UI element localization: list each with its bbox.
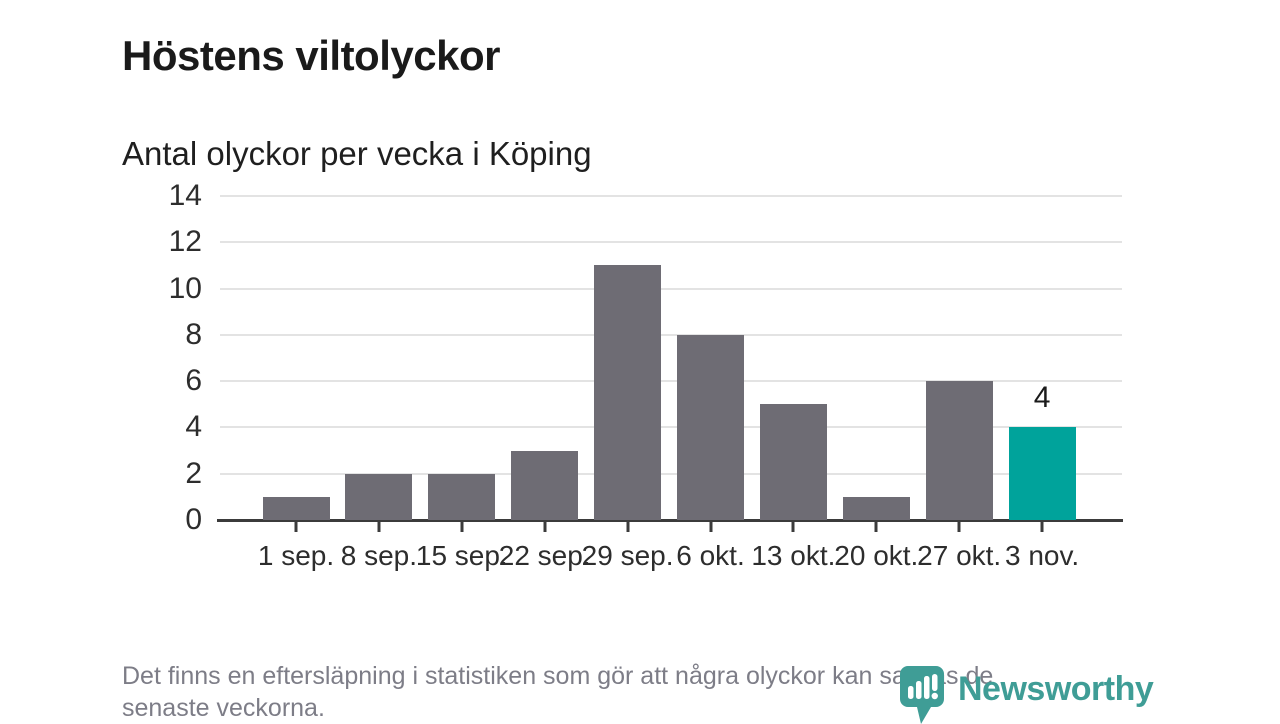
y-axis-tick-label: 14	[168, 179, 202, 212]
gridline	[220, 426, 1122, 429]
x-axis-tick-label: 22 sep.	[498, 540, 591, 571]
x-axis-tick	[957, 521, 961, 532]
x-axis-tick	[791, 521, 795, 532]
bar-13okt	[759, 404, 827, 520]
x-axis-tick-label: 20 okt.	[834, 540, 919, 571]
footer-note-line: Det finns en eftersläpning i statistiken…	[122, 662, 994, 690]
newsworthy-bubble-chart-icon	[900, 666, 944, 724]
x-axis-baseline	[217, 519, 1123, 522]
y-axis-tick-label: 4	[185, 410, 202, 444]
bar-1sep	[262, 496, 330, 520]
bar-value-label: 4	[1033, 381, 1051, 415]
x-axis-tick-label: 3 nov.	[1004, 540, 1080, 571]
x-axis-tick-label: 27 okt.	[917, 540, 1002, 571]
y-axis-tick-label: 10	[168, 271, 202, 305]
bar-15sep	[428, 473, 496, 520]
bar-3nov	[1008, 427, 1076, 520]
gridline	[220, 241, 1122, 244]
bar-20okt	[842, 496, 910, 520]
x-axis-tick-label: 1 sep.	[257, 540, 335, 571]
page-subtitle: Antal olyckor per vecka i Köping	[122, 135, 592, 173]
newsworthy-logo-text: Newsworthy	[958, 670, 1154, 708]
plot-area: 1 sep. 8 sep. 15 sep. 22 sep. 29 sep. 6 okt. 1…	[217, 195, 1123, 571]
bar-6okt	[677, 334, 744, 520]
x-axis-tick-label: 8 sep.	[340, 540, 418, 571]
x-axis-tick	[377, 521, 381, 532]
bar-22sep	[511, 450, 579, 520]
bar-8sep	[345, 473, 413, 520]
x-axis-tick	[1040, 521, 1044, 532]
x-axis-tick-label: 15 sep.	[415, 540, 508, 571]
gridline	[220, 380, 1122, 383]
y-axis-tick-label: 6	[185, 364, 202, 398]
bar-27okt	[925, 381, 993, 520]
gridline	[220, 287, 1122, 290]
x-axis-tick-label: 13 okt.	[751, 540, 836, 571]
y-axis: 0 2 4 6 8 10 12 14	[120, 179, 202, 536]
x-axis-tick	[294, 521, 298, 532]
y-axis-tick-label: 2	[185, 456, 202, 490]
footer-note: Det finns en eftersläpning i statistiken…	[122, 660, 993, 724]
gridline	[220, 333, 1122, 336]
x-axis-tick	[460, 521, 464, 532]
y-axis-tick-label: 12	[168, 225, 202, 259]
x-axis-tick-label: 29 sep.	[581, 540, 674, 571]
x-axis-tick	[543, 521, 547, 532]
gridline	[220, 472, 1122, 475]
x-axis-tick	[709, 521, 712, 532]
gridline	[220, 195, 1122, 197]
bar-29sep	[594, 265, 662, 520]
x-axis-tick-label: 6 okt.	[676, 540, 745, 571]
page-title: Höstens viltolyckor	[122, 32, 500, 80]
footer-note-line: senaste veckorna.	[122, 694, 325, 722]
x-axis-tick	[874, 521, 878, 532]
y-axis-tick-label: 8	[185, 317, 202, 351]
x-axis-tick	[626, 521, 630, 532]
y-axis-tick-label: 0	[185, 503, 202, 536]
